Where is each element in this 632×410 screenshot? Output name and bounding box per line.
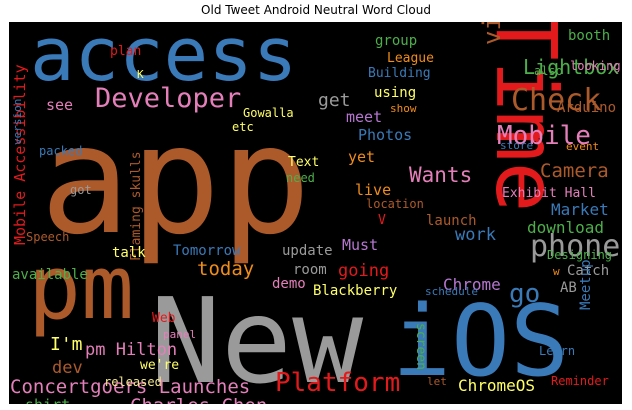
word-exhibit-hall: Exhibit Hall (502, 186, 596, 201)
word-photos: Photos (358, 126, 412, 144)
word-get: get (318, 90, 351, 111)
word-phone: phone (530, 229, 620, 264)
word-wants: Wants (409, 163, 472, 187)
word-launch: launch (426, 213, 477, 229)
word-also: also (534, 64, 563, 78)
word-league: League (387, 51, 434, 66)
word-going: going (338, 261, 389, 281)
word-mobile: Mobile (497, 121, 591, 151)
word-go: go (509, 279, 540, 309)
word-access: access (30, 22, 297, 98)
word-group: group (375, 33, 417, 49)
word-i-m: I'm (50, 334, 83, 355)
word-released: released (104, 375, 162, 389)
word-lightbox: Lightbox (523, 55, 619, 79)
word-talk: talk (112, 245, 146, 261)
word-today: today (197, 258, 254, 280)
word-platform: Platform (275, 368, 400, 398)
word-camera: Camera (540, 160, 609, 182)
word-via: via (478, 22, 506, 45)
word-pm-hilton: pm Hilton (85, 340, 177, 360)
word-blackberry: Blackberry (313, 283, 397, 299)
word-panel: panel (163, 328, 196, 341)
word-event: event (566, 140, 599, 153)
word-screen: screen (413, 323, 428, 370)
word-flaming-skulls: Flaming skulls (129, 151, 144, 261)
word-gowalla: Gowalla (243, 106, 294, 120)
word-store: store (500, 139, 533, 152)
word-time: Time (477, 22, 575, 212)
word-reminder: Reminder (551, 374, 609, 388)
word-room: room (293, 262, 327, 278)
word-show: show (390, 102, 417, 115)
word-speech: Speech (26, 230, 69, 244)
word-meet: meet (346, 108, 382, 126)
word-using: using (374, 85, 416, 101)
word-need: need (286, 171, 315, 185)
word-download: download (527, 218, 604, 237)
word-building: Building (368, 66, 431, 81)
word-plan: plan (110, 44, 141, 59)
word-update: update (282, 243, 333, 259)
word-mobile-accessibility: Mobile Accessibility (11, 64, 29, 245)
word-version: version (11, 99, 24, 145)
word-location: location (366, 197, 424, 211)
word-looking: looking (570, 59, 621, 73)
word-must: Must (342, 236, 378, 254)
word-schedule: schedule (425, 285, 478, 298)
word-catch: Catch (567, 263, 609, 279)
word-got: got (70, 183, 92, 197)
chart-title: Old Tweet Android Neutral Word Cloud (201, 3, 431, 17)
word-dev: dev (52, 358, 83, 378)
word-pm: pm (28, 236, 134, 339)
word-chrome: Chrome (443, 275, 501, 294)
word-shirt: shirt (25, 396, 70, 404)
word-arduino: Arduino (557, 100, 616, 116)
word-work: work (455, 225, 496, 245)
word-demo: demo (272, 276, 306, 292)
word-v: V (378, 213, 386, 228)
word-new: New (150, 272, 364, 404)
word-booth: booth (568, 28, 610, 44)
word-available: available (12, 267, 88, 283)
word-chromeos: ChromeOS (458, 376, 535, 395)
word-app: app (40, 94, 311, 268)
word-k: K (137, 68, 144, 81)
word-web: Web (152, 311, 176, 326)
word-market: Market (551, 200, 609, 219)
word-check: Check (511, 83, 601, 118)
word-developer: Developer (95, 83, 241, 114)
word-cloud: app New access Time pm iOS Developer Check Mobil… (9, 22, 622, 404)
word-w: w (553, 265, 560, 278)
word-etc: etc (232, 120, 254, 134)
word-live: live (355, 181, 391, 199)
word-see: see (46, 96, 73, 114)
word-packed: packed (39, 144, 82, 158)
word-designing: Designing (547, 248, 612, 262)
word-let: let (427, 375, 447, 388)
word-concertgoers-launches: Concertgoers Launches (10, 376, 250, 398)
word-ab: AB (560, 280, 577, 296)
word-we-re: we're (140, 358, 179, 373)
word-charles-chen: Charles Chen (130, 395, 267, 404)
word-yet: yet (348, 148, 375, 166)
word-learn: Learn (539, 344, 575, 358)
word-tomorrow: Tomorrow (173, 243, 241, 259)
word-meetup: Meetup (578, 259, 594, 310)
word-text: Text (288, 155, 319, 170)
word-ios: iOS (392, 285, 569, 399)
